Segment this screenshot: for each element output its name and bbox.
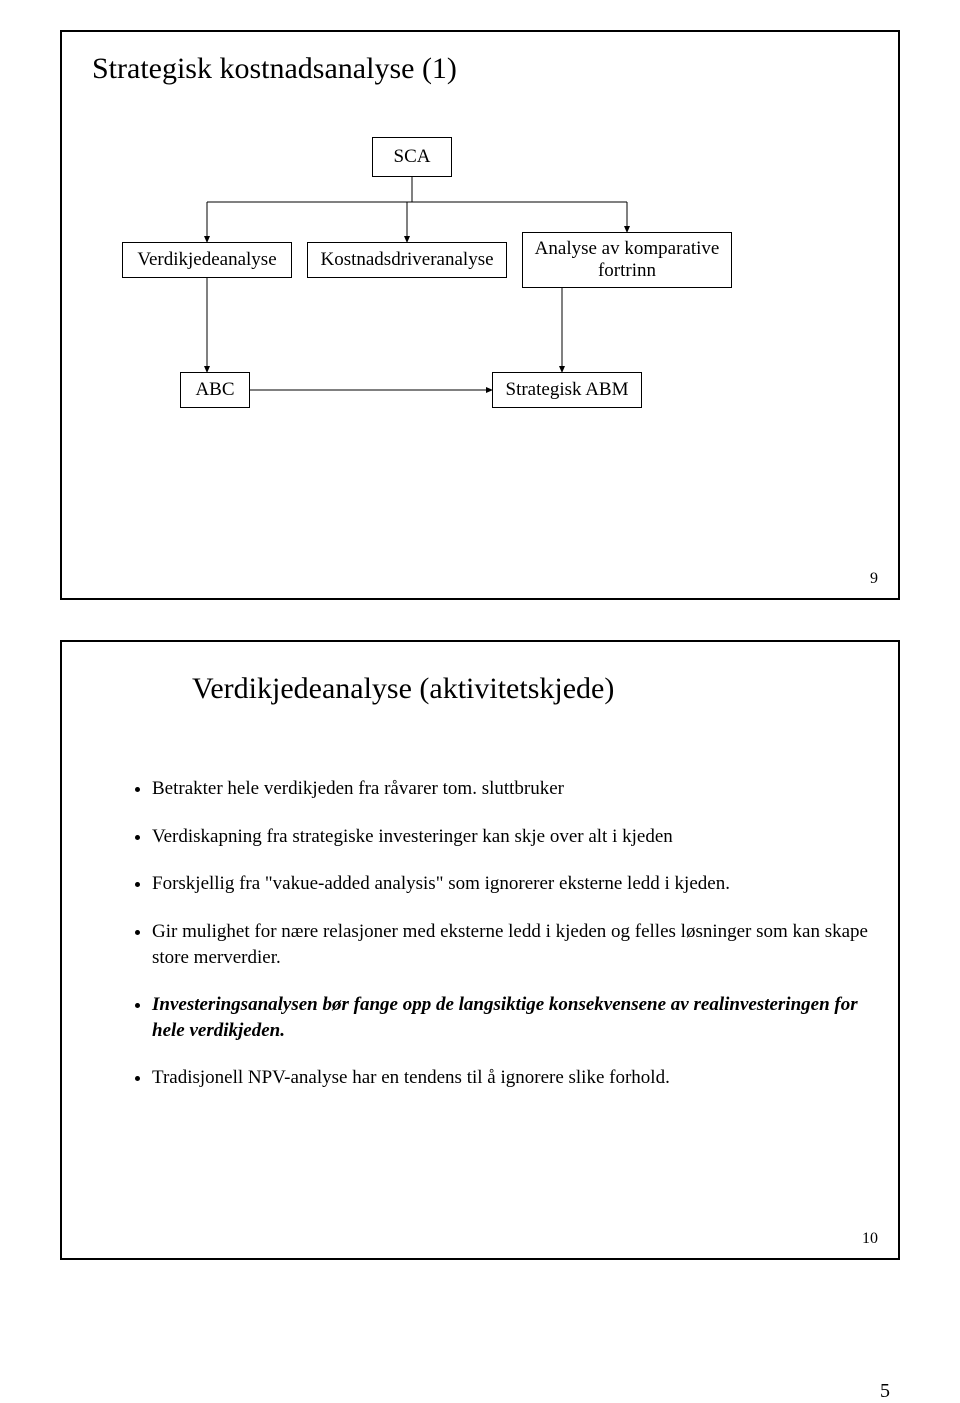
slide-2-title: Verdikjedeanalyse (aktivitetskjede) — [192, 672, 898, 706]
bullet-3: Gir mulighet for nære relasjoner med eks… — [152, 919, 868, 970]
document-page: Strategisk kostnadsanalyse (1) SCA Verdik… — [0, 30, 960, 1260]
bullet-0: Betrakter hele verdikjeden fra råvarer t… — [152, 776, 868, 802]
slide-1-title: Strategisk kostnadsanalyse (1) — [92, 52, 898, 86]
slide-2-number: 10 — [862, 1230, 878, 1248]
diagram-connectors — [62, 32, 898, 602]
slide-1-number: 9 — [870, 570, 878, 588]
box-kostnadsdriver: Kostnadsdriveranalyse — [307, 242, 507, 278]
box-komparative: Analyse av komparative fortrinn — [522, 232, 732, 288]
box-abc: ABC — [180, 372, 250, 408]
slide-2-frame: Verdikjedeanalyse (aktivitetskjede) Betr… — [60, 640, 900, 1260]
bullet-5: Tradisjonell NPV-analyse har en tendens … — [152, 1065, 868, 1091]
box-verdikjede: Verdikjedeanalyse — [122, 242, 292, 278]
slide-1-frame: Strategisk kostnadsanalyse (1) SCA Verdik… — [60, 30, 900, 600]
page-number: 5 — [880, 1380, 890, 1403]
bullet-4: Investeringsanalysen bør fange opp de la… — [152, 992, 868, 1043]
box-abm: Strategisk ABM — [492, 372, 642, 408]
bullet-1: Verdiskapning fra strategiske investerin… — [152, 824, 868, 850]
box-sca: SCA — [372, 137, 452, 177]
bullet-list: Betrakter hele verdikjeden fra råvarer t… — [112, 776, 868, 1091]
bullet-2: Forskjellig fra "vakue-added analysis" s… — [152, 871, 868, 897]
